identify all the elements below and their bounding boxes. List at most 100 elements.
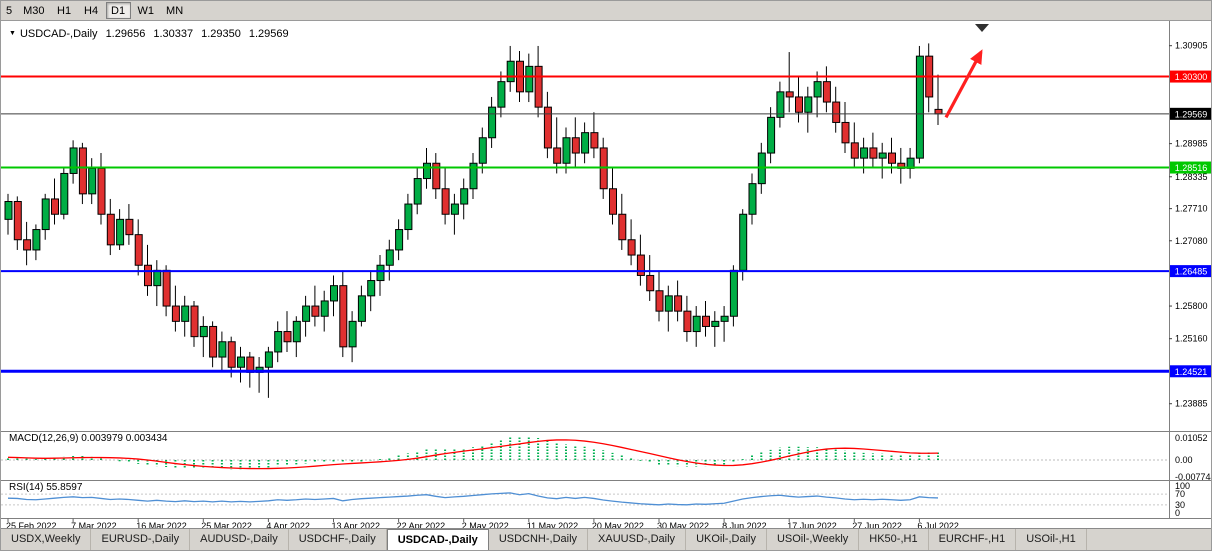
candle: [581, 122, 590, 164]
trend-arrow-annotation[interactable]: [944, 49, 983, 119]
candle: [720, 306, 729, 342]
chart-collapse-icon[interactable]: ▼: [9, 30, 16, 37]
tab-eurusd-daily[interactable]: EURUSD-,Daily: [91, 529, 191, 550]
candle: [450, 193, 459, 235]
candle: [311, 285, 320, 327]
date-label: 25 Feb 2022: [6, 521, 57, 530]
chart-title-symbol: USDCAD-,Daily: [19, 28, 98, 40]
chart-title: ▼ USDCAD-,Daily 1.29656 1.30337 1.29350 1.295…: [9, 28, 289, 40]
timeframe-button-m30[interactable]: M30: [23, 5, 45, 17]
price-chart-canvas[interactable]: 1.30905 1.28985 1.28335 1.27710 1.27080 1.258…: [1, 21, 1212, 530]
date-label: 27 Jun 2022: [852, 521, 902, 530]
tab-eurchf-h1[interactable]: EURCHF-,H1: [929, 529, 1017, 550]
timeframe-button-h4[interactable]: H4: [84, 5, 99, 17]
candle: [13, 196, 22, 250]
rsi-value: 55.8597: [46, 482, 83, 493]
date-label: 16 Mar 2022: [136, 521, 187, 530]
tab-audusd-daily[interactable]: AUDUSD-,Daily: [190, 529, 289, 550]
chart-background[interactable]: [1, 21, 1212, 530]
price-badge-1.26485: 1.26485: [1170, 265, 1211, 278]
candle: [4, 193, 13, 235]
macd-signal-value: 0.003434: [125, 433, 168, 444]
tab-ukoil-daily[interactable]: UKOil-,Daily: [686, 529, 767, 550]
price-badge-1.24521: 1.24521: [1170, 365, 1211, 378]
price-tick-label: 1.30905: [1175, 41, 1208, 51]
candle: [646, 255, 655, 301]
price-badge-1.28516: 1.28516: [1170, 161, 1211, 174]
candle: [497, 71, 506, 118]
candle: [330, 275, 338, 317]
candle: [413, 168, 422, 215]
price-tick-label: 1.27710: [1175, 204, 1208, 214]
candle: [692, 306, 701, 347]
macd-tick-label: 0.01052: [1175, 433, 1208, 443]
candle: [543, 91, 552, 159]
candle: [385, 239, 394, 281]
candle: [506, 45, 515, 92]
tab-usdx-weekly[interactable]: USDX,Weekly: [1, 529, 92, 550]
candle: [795, 76, 803, 123]
candle: [432, 153, 441, 199]
candle: [78, 142, 87, 205]
svg-text:1.29569: 1.29569: [1175, 109, 1208, 119]
timeframe-button-mn[interactable]: MN: [166, 5, 184, 17]
timeframe-button-w1[interactable]: W1: [137, 5, 155, 17]
date-label: 20 May 2022: [592, 521, 644, 530]
candle: [711, 311, 720, 347]
price-tick-label: 1.28985: [1175, 139, 1208, 149]
svg-text:1.24521: 1.24521: [1175, 367, 1208, 377]
date-label: 30 May 2022: [657, 521, 709, 530]
candle: [376, 255, 385, 296]
timeframe-toolbar: 5 M30 H1 H4 D1 W1 MN: [1, 1, 1211, 21]
ohlc-open: 1.29656: [105, 28, 146, 40]
tab-usdcad-daily[interactable]: USDCAD-,Daily: [386, 529, 489, 550]
ohlc-close: 1.29569: [248, 28, 289, 40]
candle: [190, 300, 199, 347]
tab-xauusd-daily[interactable]: XAUUSD-,Daily: [588, 529, 687, 550]
rsi-tick-label: 70: [1175, 489, 1185, 499]
candle: [218, 331, 227, 373]
candle: [869, 132, 878, 169]
timeframe-button-h1[interactable]: H1: [57, 5, 72, 17]
date-label: 25 Mar 2022: [201, 521, 252, 530]
tab-usdchf-daily[interactable]: USDCHF-,Daily: [289, 529, 387, 550]
candle: [488, 96, 497, 148]
candle: [41, 193, 50, 240]
chart-shift-marker[interactable]: [975, 24, 989, 32]
date-label: 22 Apr 2022: [397, 521, 446, 530]
candle: [739, 209, 748, 281]
date-label: 13 Apr 2022: [332, 521, 381, 530]
candle: [348, 311, 357, 363]
date-label: 7 Mar 2022: [71, 521, 117, 530]
candle: [292, 316, 301, 358]
current-price-badge: 1.29569: [1170, 107, 1211, 120]
macd-name: MACD(12,26,9): [9, 433, 79, 444]
rsi-label: RSI(14) 55.8597: [9, 482, 82, 493]
macd-signal-line: [7, 439, 939, 470]
candle: [237, 346, 245, 383]
candle: [767, 107, 776, 164]
candle: [441, 168, 450, 225]
tab-hk50-h1[interactable]: HK50-,H1: [859, 529, 929, 550]
candle: [283, 311, 292, 352]
date-label: 11 May 2022: [527, 521, 578, 530]
candle: [469, 153, 478, 199]
candle: [822, 66, 831, 113]
rsi-name: RSI(14): [9, 482, 44, 493]
timeframe-button-d1[interactable]: D1: [105, 2, 131, 19]
candle: [478, 127, 487, 174]
svg-text:1.26485: 1.26485: [1175, 267, 1208, 277]
candle: [683, 295, 692, 342]
price-tick-label: 1.27080: [1175, 236, 1208, 246]
tab-usoil-weekly[interactable]: USOil-,Weekly: [767, 529, 860, 550]
tab-usdcnh-daily[interactable]: USDCNH-,Daily: [489, 529, 589, 550]
candle: [404, 193, 413, 240]
tab-usoil-h1[interactable]: USOil-,H1: [1016, 529, 1087, 550]
candle: [850, 122, 859, 169]
candle: [813, 71, 822, 118]
candle: [23, 221, 32, 266]
timeframe-button-5[interactable]: 5: [6, 5, 13, 17]
ohlc-low: 1.29350: [201, 28, 241, 40]
candle: [274, 321, 283, 363]
